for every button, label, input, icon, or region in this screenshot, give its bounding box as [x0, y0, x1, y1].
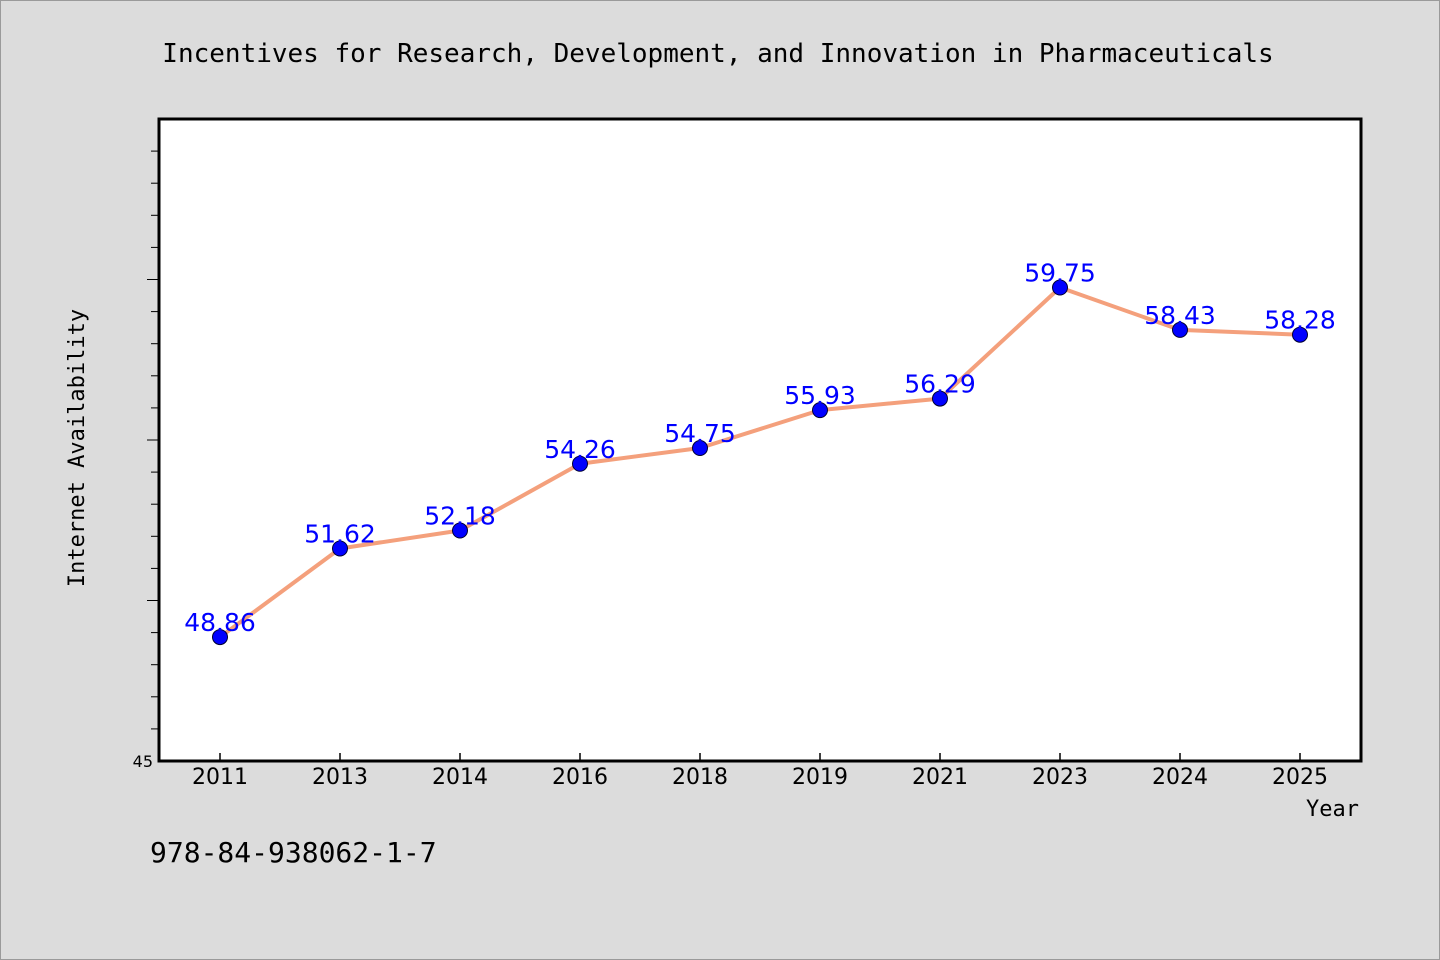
y-axis-label: Internet Availability: [65, 309, 90, 587]
x-tick-label: 2023: [1032, 765, 1088, 790]
x-tick-label: 2011: [192, 765, 248, 790]
data-point: [332, 540, 348, 557]
data-labels: 48.86 51.62 52.18 54.26 54.75 55.93 56.29 59.75…: [184, 259, 1336, 638]
data-label: 51.62: [304, 519, 376, 548]
data-point: [212, 629, 228, 646]
y-tick-label: 45: [133, 752, 153, 771]
data-label: 58.43: [1144, 301, 1216, 330]
y-axis-tick-labels: 45: [133, 752, 153, 771]
data-label: 55.93: [784, 381, 856, 410]
x-tick-label: 2019: [792, 765, 848, 790]
x-axis-label: Year: [1306, 797, 1359, 822]
x-tick-label: 2014: [432, 765, 488, 790]
series-line: [218, 285, 1301, 639]
data-point: [452, 522, 468, 539]
data-point: [1172, 321, 1188, 338]
data-label: 56.29: [904, 370, 976, 399]
isbn-footer: 978-84-938062-1-7: [150, 836, 437, 869]
x-tick-label: 2025: [1272, 765, 1328, 790]
x-tick-label: 2013: [312, 765, 368, 790]
x-tick-label: 2016: [552, 765, 608, 790]
x-tick-label: 2024: [1152, 765, 1208, 790]
data-point: [1052, 279, 1068, 296]
data-point: [932, 390, 948, 407]
x-axis-ticks: [219, 753, 1301, 761]
chart-title: Incentives for Research, Development, an…: [162, 39, 1273, 69]
x-tick-label: 2021: [912, 765, 968, 790]
data-point: [692, 440, 708, 457]
data-label: 58.28: [1264, 306, 1336, 335]
data-point: [1292, 326, 1308, 343]
data-point: [572, 455, 588, 472]
data-point: [812, 402, 828, 419]
y-axis-ticks: [147, 150, 159, 730]
plot-area: [157, 117, 1363, 763]
data-label: 52.18: [424, 502, 496, 531]
x-tick-label: 2018: [672, 765, 728, 790]
series-markers: [212, 279, 1308, 646]
data-label: 54.75: [664, 419, 736, 448]
data-label: 59.75: [1024, 259, 1096, 288]
x-axis-tick-labels: 2011 2013 2014 2016 2018 2019 2021 2023 2024 2025: [192, 765, 1328, 790]
data-label: 48.86: [184, 608, 256, 637]
data-label: 54.26: [544, 435, 616, 464]
